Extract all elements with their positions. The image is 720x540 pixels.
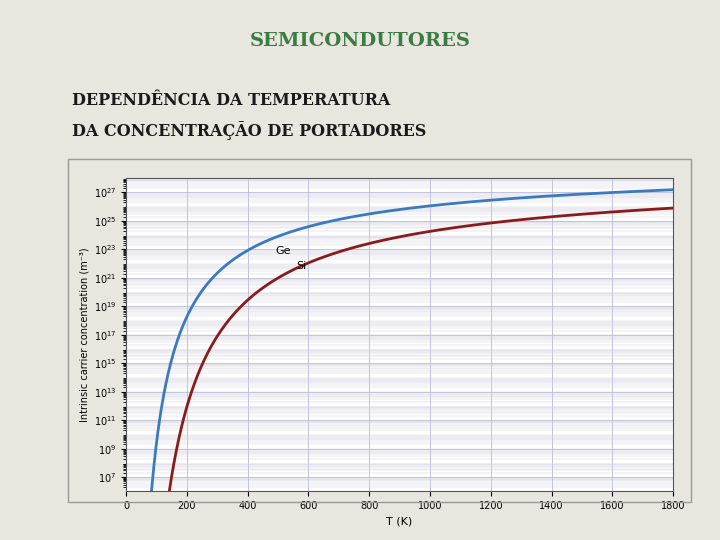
- Text: SEMICONDUTORES: SEMICONDUTORES: [250, 32, 470, 50]
- Text: DA CONCENTRAÇÃO DE PORTADORES: DA CONCENTRAÇÃO DE PORTADORES: [72, 122, 426, 140]
- Y-axis label: Intrinsic carrier concentration (m⁻³): Intrinsic carrier concentration (m⁻³): [79, 247, 89, 422]
- Text: Ge: Ge: [275, 246, 290, 255]
- X-axis label: T (K): T (K): [387, 517, 413, 526]
- Text: DEPENDÊNCIA DA TEMPERATURA: DEPENDÊNCIA DA TEMPERATURA: [72, 92, 390, 109]
- Text: Si: Si: [296, 261, 307, 271]
